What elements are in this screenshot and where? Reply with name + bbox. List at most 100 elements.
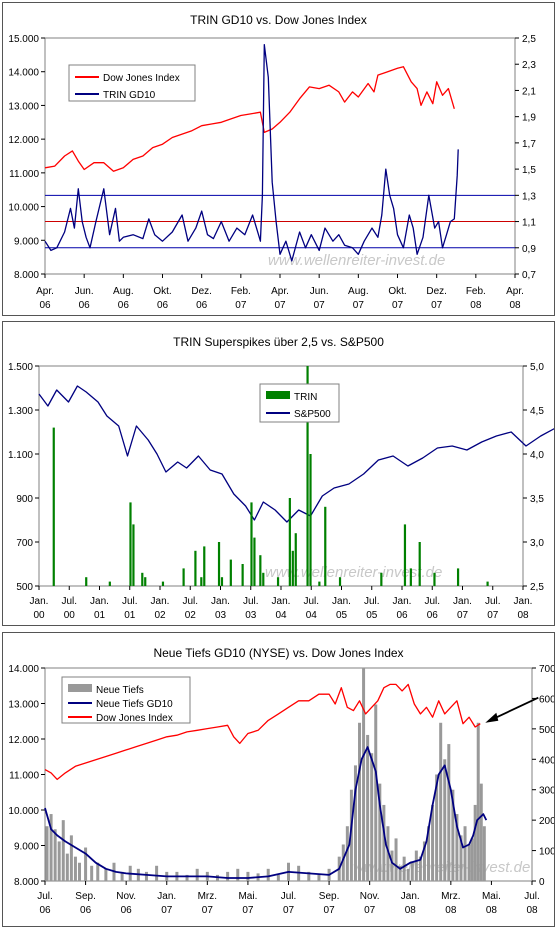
x-tick-label-top: Aug. <box>113 286 134 297</box>
x-tick-label-bottom: 07 <box>392 300 404 311</box>
y-right-tick-label: 200 <box>539 816 554 827</box>
bar-mark <box>353 765 357 881</box>
x-tick-label-top: Jul. <box>303 596 319 607</box>
watermark-text: www.wellenreiter-invest.de <box>268 252 445 269</box>
x-tick-label-top: Jan. <box>272 596 291 607</box>
bar-mark <box>317 874 321 881</box>
bar-mark <box>69 835 73 881</box>
bar-mark <box>418 856 422 881</box>
y-right-tick-label: 4,0 <box>530 450 544 461</box>
x-tick-label-bottom: 08 <box>517 610 529 621</box>
x-tick-label-bottom: 07 <box>353 300 365 311</box>
legend-label: Dow Jones Index <box>96 713 173 724</box>
x-tick-label-bottom: 05 <box>366 610 378 621</box>
bar-mark <box>398 865 402 881</box>
x-tick-label-top: Jan. <box>151 596 170 607</box>
y-right-tick-label: 300 <box>539 786 554 797</box>
chart-trin-sp500: TRIN Superspikes über 2,5 vs. S&P500 www.… <box>8 335 554 621</box>
bar-mark <box>318 581 321 586</box>
x-tick-label-bottom: 06 <box>79 300 91 311</box>
x-tick-label-top: Jul. <box>524 891 540 902</box>
x-tick-label-bottom: 06 <box>427 610 439 621</box>
bar-mark <box>386 826 390 881</box>
x-tick-label-bottom: 08 <box>509 300 521 311</box>
y-right-tick-label: 100 <box>539 847 554 858</box>
bar-mark <box>120 871 124 881</box>
bar-mark <box>129 502 132 586</box>
bar-mark <box>476 722 480 881</box>
bar-mark <box>394 838 398 881</box>
legend-label: TRIN <box>294 392 317 403</box>
bar-mark <box>374 704 378 881</box>
bar-mark <box>409 568 412 586</box>
x-tick-label-bottom: 03 <box>245 610 257 621</box>
x-tick-label-bottom: 04 <box>275 610 287 621</box>
x-tick-label-bottom: 07 <box>235 300 247 311</box>
x-tick-label-bottom: 05 <box>336 610 348 621</box>
y-left-tick-label: 500 <box>16 582 33 593</box>
bar-mark <box>276 577 280 586</box>
y-left-tick-label: 10.000 <box>8 203 39 214</box>
bar-mark <box>73 856 77 881</box>
legend-swatch-bar <box>266 391 290 399</box>
y-left-tick-label: 700 <box>16 538 33 549</box>
bar-mark <box>486 581 489 586</box>
x-tick-label-top: Nov. <box>116 891 136 902</box>
bar-mark <box>96 862 100 881</box>
y-left-tick-label: 9.000 <box>14 842 39 853</box>
x-tick-label-bottom: 07 <box>457 610 469 621</box>
legend-box <box>259 383 340 423</box>
chart-panel-trin-sp500: TRIN Superspikes über 2,5 vs. S&P500 www.… <box>2 321 555 626</box>
series-line <box>44 683 481 781</box>
x-tick-label-bottom: 00 <box>64 610 76 621</box>
series-line <box>44 43 459 262</box>
x-tick-label-top: Mai. <box>482 891 501 902</box>
x-tick-label-bottom: 06 <box>196 300 208 311</box>
legend-label: TRIN GD10 <box>103 90 156 101</box>
x-tick-label-bottom: 08 <box>470 300 482 311</box>
y-right-tick-label: 2,3 <box>522 60 536 71</box>
y-left-tick-label: 900 <box>16 494 33 505</box>
legend-label: Neue Tiefs <box>96 685 144 696</box>
bar-mark <box>85 577 88 586</box>
bar-mark <box>104 868 108 881</box>
y-left-tick-label: 14.000 <box>8 68 39 79</box>
x-tick-label-top: Nov. <box>360 891 380 902</box>
chart-panel-trin-dow: TRIN GD10 vs. Dow Jones Index www.wellenr… <box>2 2 555 316</box>
x-tick-label-top: Jul. <box>182 596 198 607</box>
x-tick-label-top: Okt. <box>153 286 171 297</box>
chart-title: Neue Tiefs GD10 (NYSE) vs. Dow Jones Ind… <box>153 646 403 660</box>
x-tick-label-top: Jun. <box>75 286 94 297</box>
bar-mark <box>443 759 447 881</box>
bar-mark <box>447 744 451 881</box>
bar-mark <box>226 871 230 881</box>
bar-mark <box>144 871 148 881</box>
x-tick-label-bottom: 08 <box>445 905 457 916</box>
bar-mark <box>161 581 165 586</box>
bar-mark <box>65 853 69 881</box>
bar-mark <box>294 533 297 586</box>
bar-mark <box>53 829 57 881</box>
chart-trin-dow: TRIN GD10 vs. Dow Jones Index www.wellenr… <box>8 13 536 311</box>
series-line <box>44 66 455 172</box>
bar-mark <box>380 572 383 586</box>
bar-mark <box>482 826 486 881</box>
x-tick-label-top: Mai. <box>238 891 257 902</box>
x-tick-label-top: Jul. <box>485 596 501 607</box>
bar-mark <box>470 838 474 881</box>
bar-mark <box>144 577 147 586</box>
bar-mark <box>309 454 312 586</box>
y-left-tick-label: 8.000 <box>14 270 39 281</box>
x-tick-label-top: Jul. <box>364 596 380 607</box>
y-left-tick-label: 13.000 <box>8 700 39 711</box>
x-tick-label-top: Apr. <box>271 286 289 297</box>
y-right-tick-label: 2,1 <box>522 86 536 97</box>
bar-mark <box>45 826 49 881</box>
bar-mark <box>77 862 81 881</box>
bar-mark <box>266 868 270 881</box>
x-tick-label-top: Jul. <box>61 596 77 607</box>
bar-mark <box>382 804 386 881</box>
y-right-tick-label: 1,3 <box>522 191 536 202</box>
bar-mark <box>141 572 144 586</box>
x-tick-label-top: Feb. <box>466 286 486 297</box>
